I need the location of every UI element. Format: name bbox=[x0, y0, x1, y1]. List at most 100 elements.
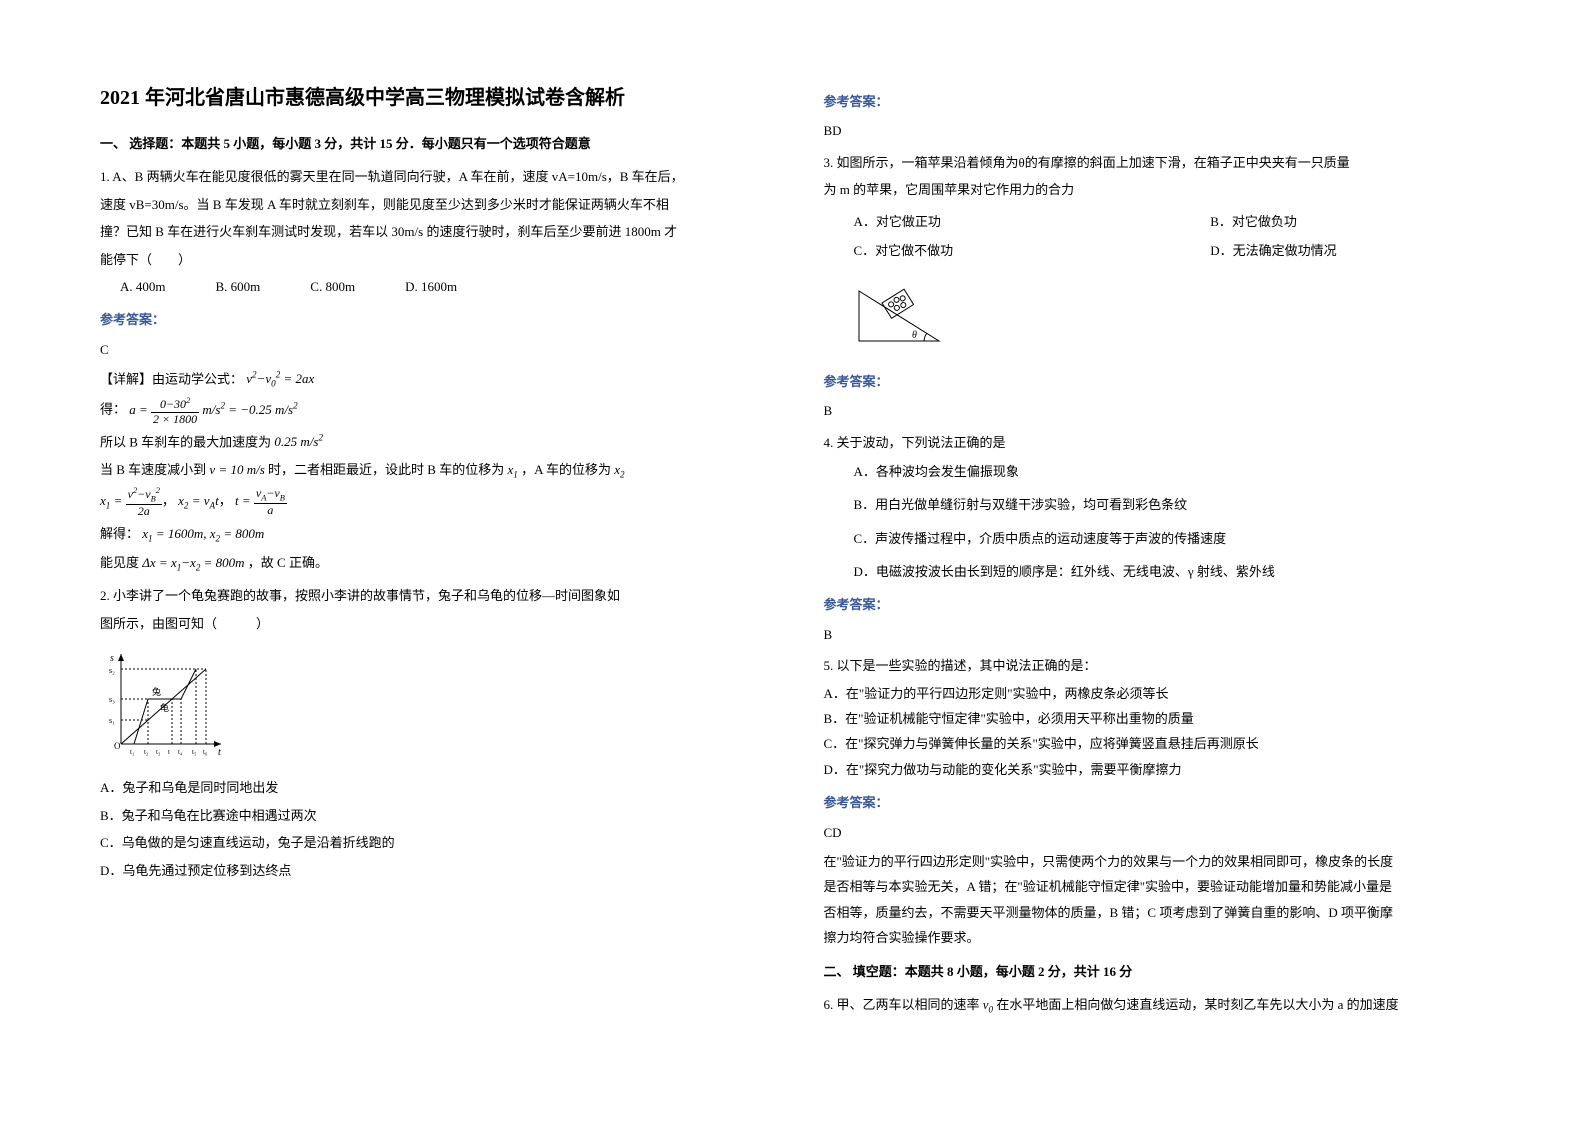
svg-text:t₁: t₁ bbox=[130, 748, 134, 756]
q1-detail-5: x1 = v2−vB22a， x2 = vAt， t = vA−vBa bbox=[100, 486, 764, 518]
q1-A: A. 400m bbox=[120, 275, 166, 298]
section-2-head: 二、 填空题：本题共 8 小题，每小题 2 分，共计 16 分 bbox=[824, 960, 1488, 983]
q1-d2-text: 得： bbox=[100, 402, 126, 417]
q2-stem-1: 2. 小李讲了一个龟兔赛跑的故事，按照小李讲的故事情节，兔子和乌龟的位移—时间图… bbox=[100, 584, 764, 607]
q5-exp4: 擦力均符合实验操作要求。 bbox=[824, 926, 1488, 949]
svg-text:s: s bbox=[110, 653, 114, 664]
q4-answer-label: 参考答案： bbox=[824, 593, 1488, 616]
q5-answer: CD bbox=[824, 821, 1488, 844]
q1-de: 的 bbox=[452, 462, 465, 477]
q1-d4d: ，A 车的位移为 bbox=[521, 462, 611, 477]
q2-B: B．兔子和乌龟在比赛途中相遇过两次 bbox=[100, 804, 764, 827]
q1-t-frac: t = vA−vBa bbox=[235, 493, 287, 508]
section-1-head: 一、 选择题：本题共 5 小题，每小题 3 分，共计 15 分．每小题只有一个选… bbox=[100, 132, 764, 155]
svg-text:O: O bbox=[114, 741, 121, 751]
svg-text:t₃: t₃ bbox=[156, 748, 161, 756]
q4-B: B．用白光做单缝衍射与双缝干涉实验，均可看到彩色条纹 bbox=[854, 493, 1488, 516]
q2-answer-label: 参考答案： bbox=[824, 90, 1488, 113]
q6-s1b: 在水平地面上相向做匀速直线运动，某时刻乙车先以大小为 a 的加速度 bbox=[996, 997, 1398, 1012]
q6-s1a: 6. 甲、乙两车以相同的速率 bbox=[824, 997, 980, 1012]
svg-text:t₂: t₂ bbox=[144, 748, 149, 756]
q1-v10: v = 10 m/s bbox=[209, 462, 264, 477]
q2-answer: BD bbox=[824, 119, 1488, 142]
svg-text:s₁: s₁ bbox=[109, 716, 115, 725]
q5-D: D．在"探究力做功与动能的变化关系"实验中，需要平衡摩擦力 bbox=[824, 758, 1488, 781]
q1-dx: Δx = x1−x2 = 800m bbox=[142, 555, 244, 570]
q4-answer: B bbox=[824, 623, 1488, 646]
q1-answer: C bbox=[100, 338, 764, 361]
q1-detail-4: 当 B 车速度减小到 v = 10 m/s 时，二者相距最近，设此时 B 车的位… bbox=[100, 458, 764, 483]
q2-C: C．乌龟做的是匀速直线运动，兔子是沿着折线跑的 bbox=[100, 831, 764, 854]
svg-text:t₅: t₅ bbox=[192, 748, 197, 756]
q1-detail-2: 得： a = 0−3022 × 1800 m/s2 = −0.25 m/s2 bbox=[100, 396, 764, 425]
q5-C: C．在"探究弹力与弹簧伸长量的关系"实验中，应将弹簧竖直悬挂后再测原长 bbox=[824, 732, 1488, 755]
q1-d1-text: 【详解】由运动学公式： bbox=[100, 371, 243, 386]
q1-answer-label: 参考答案： bbox=[100, 308, 764, 331]
q3-C: C．对它做不做功 bbox=[854, 239, 1131, 262]
q3-B: B．对它做负功 bbox=[1210, 210, 1487, 233]
q5-exp1: 在"验证力的平行四边形定则"实验中，只需使两个力的效果与一个力的效果相同即可，橡… bbox=[824, 850, 1488, 873]
q1-detail-6: 解得： x1 = 1600m, x2 = 800m bbox=[100, 522, 764, 547]
svg-text:s₃: s₃ bbox=[109, 695, 115, 704]
q3-choices: A．对它做正功 B．对它做负功 C．对它做不做功 D．无法确定做功情况 bbox=[854, 210, 1488, 263]
q1-detail-3: 所以 B 车刹车的最大加速度为 0.25 m/s2 bbox=[100, 430, 764, 454]
q1-stem-2: 速度 vB=30m/s。当 B 车发现 A 车时就立刻刹车，则能见度至少达到多少… bbox=[100, 193, 764, 216]
q1-detail-7: 能见度 Δx = x1−x2 = 800m ，故 C 正确。 bbox=[100, 551, 764, 576]
q4-stem: 4. 关于波动，下列说法正确的是 bbox=[824, 431, 1488, 454]
q1-d6-text: 解得： bbox=[100, 526, 139, 541]
q3-stem-2: 为 m 的苹果，它周围苹果对它作用力的合力 bbox=[824, 178, 1488, 201]
q4-options: A．各种波均会发生偏振现象 B．用白光做单缝衍射与双缝干涉实验，均可看到彩色条纹… bbox=[854, 460, 1488, 584]
q3-answer: B bbox=[824, 399, 1488, 422]
q1-stem-4: 能停下（ ） bbox=[100, 248, 764, 271]
q5-exp2: 是否相等与本实验无关，A 错；在"验证机械能守恒定律"实验中，要验证动能增加量和… bbox=[824, 875, 1488, 898]
q2-D: D．乌龟先通过预定位移到达终点 bbox=[100, 859, 764, 882]
q1-a-max: 0.25 m/s2 bbox=[274, 434, 323, 449]
q1-D: D. 1600m bbox=[405, 275, 457, 298]
q4-D: D．电磁波按波长由长到短的顺序是：红外线、无线电波、γ 射线、紫外线 bbox=[854, 560, 1488, 583]
q2-A: A．兔子和乌龟是同时同地出发 bbox=[100, 776, 764, 799]
q1-d4b: 时，二者相距最近，设此时 B 车 bbox=[268, 462, 452, 477]
q3-incline-figure: θ bbox=[854, 276, 954, 346]
q6-v0: v0 bbox=[983, 997, 993, 1012]
q1-stem-1: 1. A、B 两辆火车在能见度很低的雾天里在同一轨道同向行驶，A 车在前，速度 … bbox=[100, 165, 764, 188]
q3-D: D．无法确定做功情况 bbox=[1210, 239, 1487, 262]
q3-stem-1: 3. 如图所示，一箱苹果沿着倾角为θ的有摩擦的斜面上加速下滑，在箱子正中央夹有一… bbox=[824, 151, 1488, 174]
q5-exp3: 否相等，质量约去，不需要天平测量物体的质量，B 错；C 项考虑到了弹簧自重的影响… bbox=[824, 901, 1488, 924]
q1-x2-eq: x2 = vAt bbox=[178, 493, 219, 508]
q1-C: C. 800m bbox=[310, 275, 355, 298]
q1-d4a: 当 B 车速度减小到 bbox=[100, 462, 206, 477]
left-column: 2021 年河北省唐山市惠德高级中学高三物理模拟试卷含解析 一、 选择题：本题共… bbox=[100, 80, 764, 1022]
svg-text:龟: 龟 bbox=[160, 702, 169, 713]
q6-stem-1: 6. 甲、乙两车以相同的速率 v0 在水平地面上相向做匀速直线运动，某时刻乙车先… bbox=[824, 993, 1488, 1018]
svg-text:t: t bbox=[168, 748, 170, 756]
q3-answer-label: 参考答案： bbox=[824, 370, 1488, 393]
q5-stem: 5. 以下是一些实验的描述，其中说法正确的是： bbox=[824, 654, 1488, 677]
svg-text:t₄: t₄ bbox=[178, 748, 183, 756]
page-title: 2021 年河北省唐山市惠德高级中学高三物理模拟试卷含解析 bbox=[100, 80, 764, 116]
q2-stem-2: 图所示，由图可知（ ） bbox=[100, 612, 764, 635]
svg-text:兔: 兔 bbox=[152, 686, 161, 697]
q1-detail-1: 【详解】由运动学公式： v2−v02 = 2ax bbox=[100, 367, 764, 392]
q1-d4c: 位移为 bbox=[465, 462, 504, 477]
q1-solve: x1 = 1600m, x2 = 800m bbox=[142, 526, 264, 541]
q1-x1-frac: x1 = v2−vB22a bbox=[100, 493, 162, 508]
q1-stem-3: 撞？已知 B 车在进行火车刹车测试时发现，若车以 30m/s 的速度行驶时，刹车… bbox=[100, 220, 764, 243]
q1-x1sym: x1 bbox=[507, 462, 517, 477]
q4-C: C．声波传播过程中，介质中质点的运动速度等于声波的传播速度 bbox=[854, 527, 1488, 550]
q1-choices: A. 400m B. 600m C. 800m D. 1600m bbox=[120, 275, 764, 298]
q4-A: A．各种波均会发生偏振现象 bbox=[854, 460, 1488, 483]
q2-st-graph: s t O s₂ s₃ s₁ t₁ t₂ t₃ t t₄ t₅ t₆ 兔 龟 bbox=[106, 649, 226, 759]
q1-B: B. 600m bbox=[216, 275, 261, 298]
svg-text:t₆: t₆ bbox=[203, 748, 208, 756]
svg-text:θ: θ bbox=[912, 330, 917, 341]
q1-x2sym: x2 bbox=[614, 462, 624, 477]
svg-text:t: t bbox=[218, 747, 221, 758]
q1-d7b-text: ，故 C 正确。 bbox=[248, 555, 328, 570]
right-column: 参考答案： BD 3. 如图所示，一箱苹果沿着倾角为θ的有摩擦的斜面上加速下滑，… bbox=[824, 80, 1488, 1022]
q1-d7-text: 能见度 bbox=[100, 555, 139, 570]
svg-text:s₂: s₂ bbox=[109, 666, 115, 675]
q1-d3-text: 所以 B 车刹车的最大加速度为 bbox=[100, 434, 271, 449]
q5-answer-label: 参考答案： bbox=[824, 791, 1488, 814]
q1-formula-kinematics: v2−v02 = 2ax bbox=[246, 371, 314, 386]
q1-formula-a: a = 0−3022 × 1800 m/s2 = −0.25 m/s2 bbox=[129, 402, 297, 417]
